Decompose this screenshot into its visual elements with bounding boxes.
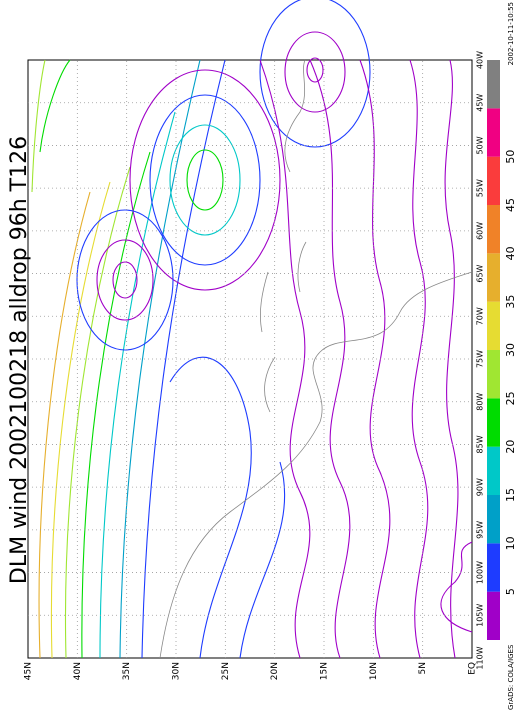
- latitude-label: 20N: [270, 662, 280, 680]
- longitude-label: 60W: [476, 222, 485, 240]
- streamlines: [31, 0, 473, 659]
- latitude-label: 5N: [418, 662, 428, 674]
- colorbar-segment: [487, 253, 500, 302]
- latitude-label: 10N: [369, 662, 379, 680]
- colorbar-label: 20: [504, 440, 517, 454]
- latitude-label: EQ: [468, 662, 478, 675]
- longitude-label: 65W: [476, 264, 485, 282]
- colorbar-segment: [487, 108, 500, 157]
- longitude-label: 90W: [476, 478, 485, 496]
- colorbar-label: 25: [504, 391, 517, 405]
- plot-frame: [27, 59, 473, 659]
- longitude-label: 55W: [476, 179, 485, 197]
- coastlines: [159, 59, 473, 659]
- longitude-label: 70W: [476, 307, 485, 325]
- latitude-label: 45N: [24, 662, 34, 680]
- colorbar-segment: [487, 446, 500, 495]
- longitude-label: 110W: [476, 646, 485, 669]
- colorbar-segment: [487, 59, 500, 109]
- longitude-label: 75W: [476, 350, 485, 368]
- footer: GrADS: COLA/IGES: [507, 644, 515, 710]
- map-title: DLM wind 2002100218 alldrop 96h T126: [7, 136, 32, 584]
- longitude-label: 85W: [476, 435, 485, 453]
- colorbar-label: 40: [504, 246, 517, 260]
- colorbar-segment: [487, 494, 500, 544]
- colorbar-segment: [487, 205, 500, 254]
- latitude-label: 30N: [172, 662, 182, 680]
- colorbar-segment: [487, 543, 500, 592]
- rotated-plot: DLM wind 2002100218 alldrop 96h T126 45N 4…: [7, 0, 517, 710]
- colorbar-label: 45: [504, 198, 517, 212]
- colorbar-segment: [487, 350, 500, 399]
- colorbar-segment: [487, 398, 500, 447]
- colorbar-segment: [487, 301, 500, 350]
- colorbar-label: 15: [504, 488, 517, 502]
- longitude-label: 40W: [476, 51, 485, 69]
- colorbar-label: 10: [504, 536, 517, 550]
- longitude-label: 100W: [476, 561, 485, 584]
- colorbar-segment: [487, 156, 500, 205]
- colorbar-label: 30: [504, 343, 517, 357]
- longitude-label: 105W: [476, 604, 485, 627]
- colorbar-label: 35: [504, 295, 517, 309]
- timestamp: 2002-10-11-10:55: [507, 2, 515, 65]
- latitude-label: 35N: [122, 662, 132, 680]
- colorbar-label: 50: [504, 150, 517, 164]
- colorbar-segment: [487, 591, 500, 640]
- colorbar-label: 5: [504, 588, 517, 595]
- latitude-label: 25N: [221, 662, 231, 680]
- latitude-label: 15N: [320, 662, 330, 680]
- longitude-label: 80W: [476, 393, 485, 411]
- latitude-label: 40N: [73, 662, 83, 680]
- longitude-label: 95W: [476, 521, 485, 539]
- longitude-label: 45W: [476, 94, 485, 112]
- longitude-label: 50W: [476, 136, 485, 154]
